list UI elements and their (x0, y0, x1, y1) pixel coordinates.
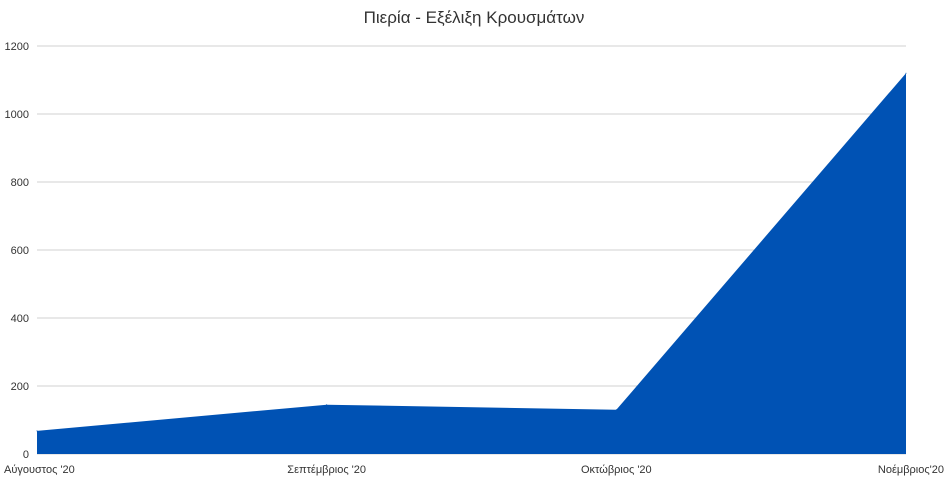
data-point-2 (615, 409, 617, 411)
x-axis-ticks: Αύγουστος '20 Σεπτέμβριος '20 Οκτώβριος '2… (4, 464, 944, 476)
x-tick-label: Νοέμβριος'20 (878, 464, 944, 476)
y-tick-label: 0 (23, 449, 29, 461)
y-tick-label: 1000 (5, 109, 29, 121)
x-tick-label: Σεπτέμβριος '20 (287, 464, 366, 476)
data-point-3 (905, 72, 907, 74)
x-tick-label: Αύγουστος '20 (4, 464, 75, 476)
data-point-0 (36, 430, 38, 432)
area-series-0 (37, 73, 906, 454)
data-point-1 (326, 404, 328, 406)
y-tick-label: 600 (11, 245, 29, 257)
chart-title: Πιερία - Εξέλιξη Κρουσμάτων (363, 8, 585, 27)
y-tick-label: 200 (11, 381, 29, 393)
y-axis-ticks: 0 200 400 600 800 1000 1200 (5, 41, 29, 461)
x-tick-label: Οκτώβριος '20 (581, 464, 652, 476)
area-series (36, 72, 907, 454)
y-tick-label: 800 (11, 177, 29, 189)
y-tick-label: 1200 (5, 41, 29, 53)
y-tick-label: 400 (11, 313, 29, 325)
